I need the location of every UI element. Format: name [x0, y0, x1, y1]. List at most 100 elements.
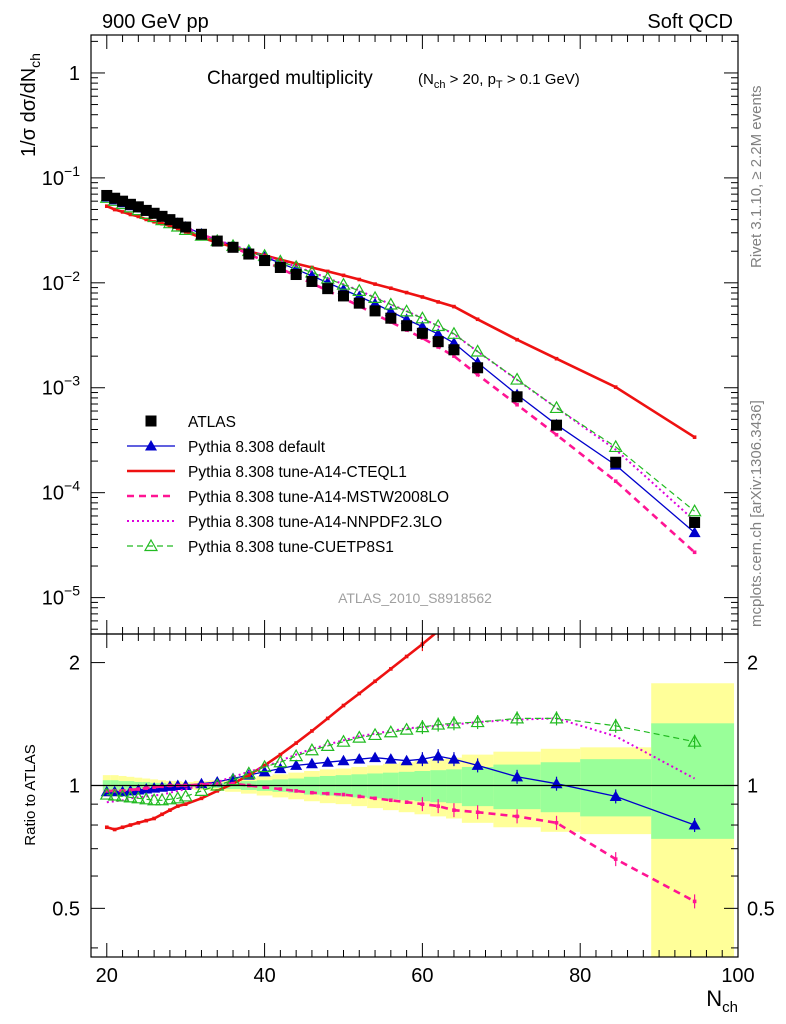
ratio-series-5-point-9 [170, 791, 185, 804]
band-inner-26 [430, 770, 447, 803]
main-series-2-point-26 [436, 300, 440, 304]
main-series-5-point-30 [549, 400, 564, 414]
atlas-data-point-2 [117, 195, 129, 207]
ratio-series-5-point-20 [336, 734, 351, 747]
ratio-series-2-point-8 [168, 808, 172, 812]
main-series-5-point-28 [470, 344, 485, 357]
ratio-series-5-point-2 [115, 789, 130, 802]
ratio-series-5-point-22 [368, 727, 383, 741]
main-series-2-point-30 [554, 356, 559, 361]
subtitle-part-1: ch [434, 79, 446, 91]
xlabel: Nch [706, 986, 738, 1016]
legend-marker-5 [143, 538, 159, 552]
main-series-5-point-26 [431, 318, 446, 332]
ratio-series-5-point-12 [210, 778, 225, 791]
xtick-label-1: 40 [253, 965, 275, 987]
xtick-label-4: 100 [721, 965, 754, 987]
main-series-2-point-5 [144, 217, 149, 222]
ratio-series-1-point-26 [432, 750, 445, 761]
ratio-series-3-point-7 [160, 784, 164, 789]
atlas-data-point-32 [689, 516, 701, 528]
atlas-data-point-22 [369, 305, 381, 317]
ratio-series-1-point-28 [471, 759, 484, 770]
ratio-series-3-point-29 [515, 814, 519, 819]
ratio-series-1-point-21 [353, 753, 366, 764]
main-series-2-point-20 [341, 273, 346, 278]
main-series-5-point-21 [352, 283, 367, 296]
ratio-series-2-point-16 [278, 752, 283, 757]
main-ytick-base-1: 10 [42, 483, 64, 505]
header-right: Soft QCD [647, 11, 733, 33]
main-series-2-point-28 [475, 317, 480, 322]
legend-label-1: Pythia 8.308 default [188, 439, 326, 456]
main-series-5-point-23 [383, 297, 398, 310]
main-series-5-point-24 [399, 304, 414, 317]
main-series-2-point-1 [112, 207, 117, 212]
ratio-series-3-point-6 [152, 785, 156, 790]
main-ytick-exp-0: −5 [64, 583, 80, 599]
ratio-series-3-point-22 [373, 796, 377, 801]
ratio-ytick-label-left-2: 2 [69, 653, 80, 675]
atlas-data-point-20 [337, 290, 349, 302]
ratio-series-2-point-4 [136, 821, 141, 825]
ratio-series-5-point-5 [139, 792, 154, 805]
ratio-series-1-point-31 [609, 790, 622, 801]
ratio-series-5-point-0 [99, 787, 114, 800]
xlabel-part-1: ch [722, 999, 738, 1016]
atlas-data-point-8 [164, 214, 176, 226]
atlas-data-point-14 [243, 248, 255, 260]
ratio-series-5-point-21 [352, 730, 367, 743]
main-series-2-point-24 [404, 290, 409, 295]
ratio-series-1-point-32 [688, 819, 701, 830]
legend-label-0: ATLAS [188, 414, 236, 431]
ratio-series-5-point-31 [608, 718, 623, 731]
subtitle-part-2: > 20, p [445, 71, 495, 88]
ratio-series-2-point-24 [404, 654, 409, 659]
main-series-3-point-30 [554, 432, 559, 437]
ratio-series-2-point-3 [128, 823, 133, 827]
main-series-5-point-20 [336, 277, 351, 290]
ratio-series-1-point-18 [305, 757, 318, 769]
ratio-series-5-point-8 [162, 792, 177, 805]
subtitle-part-4: > 0.1 GeV) [503, 71, 580, 88]
ylabel-part-0: 1/σ dσ/dN [18, 68, 40, 157]
ratio-series-3-point-15 [262, 785, 267, 790]
ratio-series-3-point-24 [404, 800, 409, 804]
ratio-series-5-point-30 [549, 711, 564, 724]
atlas-data-point-15 [259, 255, 271, 267]
legend-label-3: Pythia 8.308 tune-A14-MSTW2008LO [188, 489, 449, 506]
ratio-ytick-label-left-0: 0.5 [52, 898, 80, 920]
main-series-5-point-25 [415, 311, 430, 324]
main-series-5-point-19 [320, 271, 335, 284]
header-left: 900 GeV pp [102, 11, 209, 33]
atlas-data-point-24 [401, 320, 413, 332]
atlas-data-point-23 [385, 312, 397, 324]
ratio-series-5-point-11 [194, 783, 209, 796]
ratio-series-2-point-15 [262, 763, 267, 768]
main-ytick-exp-1: −4 [64, 478, 80, 494]
ratio-series-3-point-4 [136, 787, 141, 791]
ratio-series-2-point-30 [555, 525, 559, 529]
atlas-data-point-7 [156, 210, 168, 222]
main-series-3-point-29 [515, 402, 519, 407]
xtick-label-0: 20 [96, 965, 118, 987]
main-series-2-point-4 [136, 214, 141, 219]
ratio-series-2-point-2 [120, 825, 125, 830]
ratio-series-2-point-10 [183, 802, 188, 806]
main-series-5-point-32 [687, 504, 702, 517]
ratio-series-3-point-18 [310, 790, 314, 795]
ratio-series-2-point-6 [152, 816, 156, 821]
ratio-series-2-point-5 [144, 818, 149, 823]
atlas-data-point-17 [290, 269, 302, 281]
ratio-series-1-point-25 [416, 753, 429, 764]
ratio-panel-series [99, 525, 702, 909]
ratio-series-5-point-1 [107, 788, 122, 801]
legend-label-5: Pythia 8.308 tune-CUETP8S1 [188, 539, 394, 556]
main-series-3-point-32 [692, 550, 697, 555]
main-series-2-point-25 [420, 295, 425, 299]
ratio-series-1-point-16 [274, 762, 287, 774]
ratio-series-3-point-27 [452, 808, 456, 812]
ratio-series-5-point-17 [289, 748, 304, 762]
atlas-data-point-5 [140, 204, 152, 216]
ratio-series-2-point-17 [294, 741, 298, 745]
